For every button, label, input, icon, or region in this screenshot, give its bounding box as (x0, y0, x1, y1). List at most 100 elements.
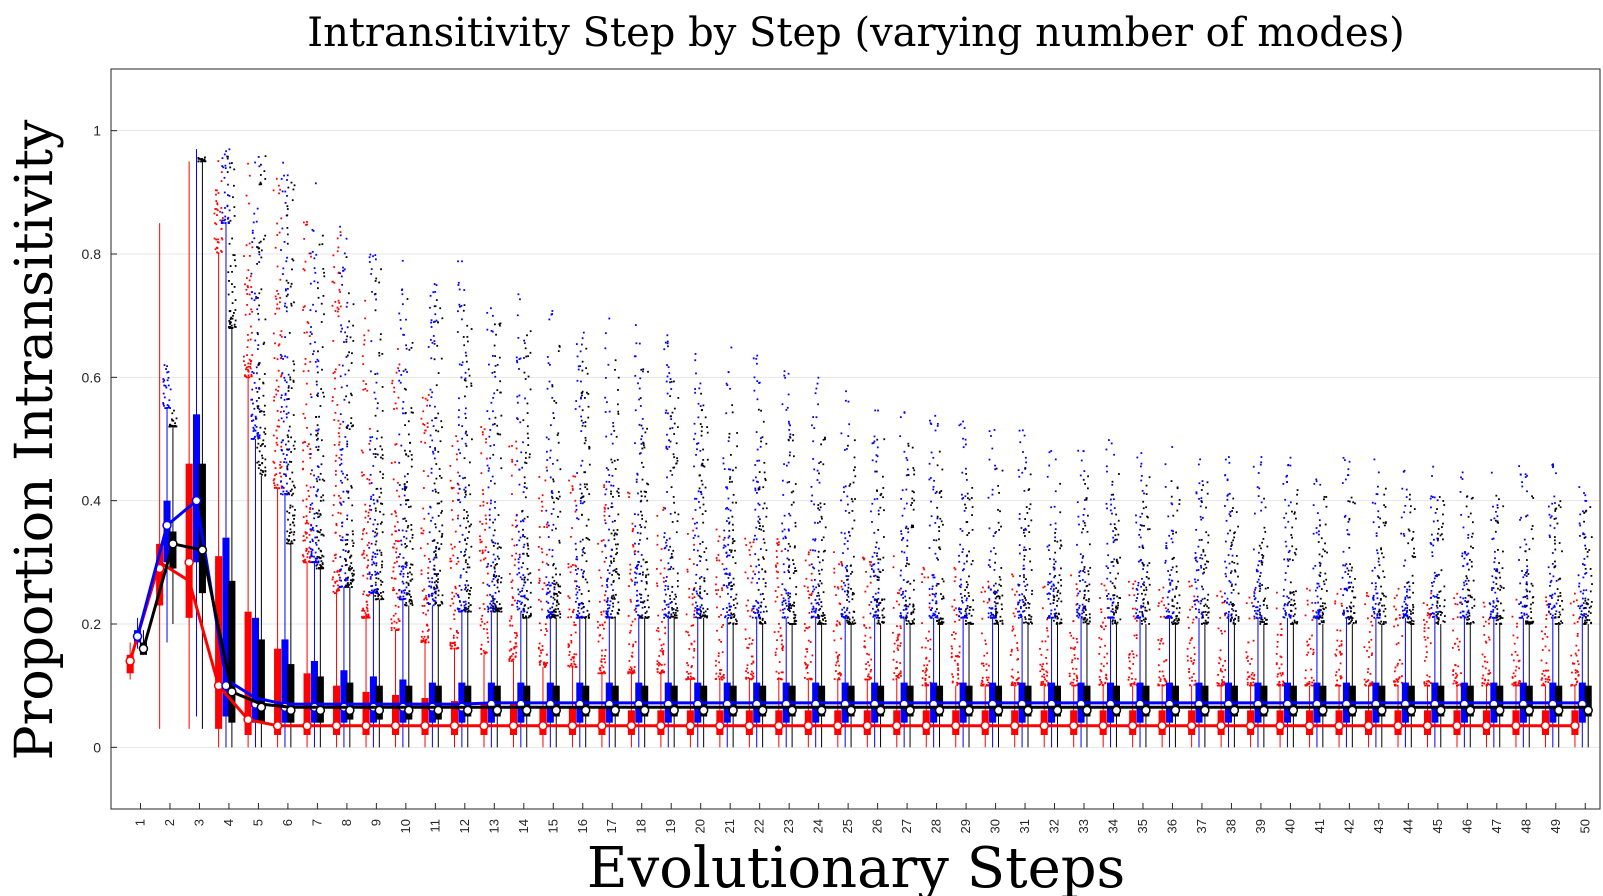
outlier-point (1047, 635, 1050, 638)
outlier-point (1378, 601, 1381, 604)
outlier-point (1218, 684, 1221, 687)
outlier-point (873, 435, 876, 438)
outlier-point (521, 578, 523, 581)
outlier-point (458, 288, 461, 291)
outlier-point (959, 593, 962, 595)
outlier-point (549, 607, 552, 610)
outlier-point (1077, 616, 1080, 619)
outlier-point (494, 542, 497, 545)
outlier-point (1072, 681, 1074, 684)
outlier-point (1195, 492, 1198, 495)
outlier-point (1167, 570, 1170, 572)
outlier-point (639, 452, 642, 455)
outlier-point (256, 348, 259, 350)
outlier-point (810, 594, 813, 596)
outlier-point (479, 535, 481, 538)
outlier-point (1231, 543, 1233, 546)
outlier-point (392, 587, 395, 589)
outlier-point (520, 451, 523, 454)
outlier-point (490, 480, 492, 482)
outlier-point (548, 590, 551, 593)
outlier-point (604, 649, 607, 651)
outlier-point (391, 379, 394, 382)
outlier-point (634, 542, 636, 545)
outlier-point (227, 217, 229, 220)
outlier-point (896, 647, 899, 650)
outlier-point (1402, 533, 1405, 535)
outlier-point (924, 684, 927, 686)
outlier-point (752, 605, 755, 608)
outlier-point (574, 631, 577, 634)
outlier-point (661, 620, 663, 623)
outlier-point (1403, 469, 1406, 472)
outlier-point (1017, 671, 1019, 674)
outlier-point (966, 597, 968, 600)
outlier-point (892, 606, 895, 609)
outlier-point (609, 555, 612, 558)
outlier-point (813, 503, 816, 506)
outlier-point (1167, 591, 1170, 593)
outlier-point (302, 412, 305, 415)
outlier-point (575, 508, 578, 511)
outlier-point (1376, 616, 1379, 619)
outlier-point (1231, 608, 1233, 610)
outlier-point (695, 453, 697, 456)
outlier-point (582, 572, 584, 575)
outlier-point (545, 584, 548, 587)
outlier-point (1163, 677, 1166, 680)
outlier-point (877, 568, 880, 571)
outlier-point (747, 671, 749, 674)
outlier-point (276, 410, 279, 412)
outlier-point (217, 252, 220, 255)
outlier-point (1171, 541, 1174, 544)
outlier-point (244, 313, 247, 316)
outlier-point (310, 524, 313, 527)
outlier-point (1076, 608, 1078, 611)
outlier-point (954, 576, 957, 578)
outlier-point (1253, 598, 1256, 601)
outlier-point (457, 499, 459, 501)
outlier-point (514, 642, 517, 644)
outlier-point (635, 600, 638, 602)
outlier-point (1308, 681, 1311, 683)
outlier-point (306, 426, 308, 429)
outlier-point (781, 639, 784, 642)
outlier-point (369, 436, 372, 439)
outlier-point (454, 587, 457, 590)
outlier-point (523, 486, 526, 488)
outlier-point (456, 557, 459, 559)
outlier-point (370, 592, 373, 595)
outlier-point (605, 610, 608, 613)
outlier-point (464, 486, 467, 489)
outlier-point (481, 431, 484, 434)
outlier-point (221, 157, 224, 160)
outlier-point (1043, 585, 1046, 588)
outlier-point (338, 573, 340, 576)
outlier-point (1074, 684, 1077, 687)
outlier-point (403, 494, 406, 497)
outlier-point (666, 340, 669, 343)
outlier-point (725, 585, 728, 587)
outlier-point (547, 587, 549, 590)
outlier-point (394, 511, 397, 514)
outlier-point (812, 607, 815, 610)
outlier-point (757, 611, 760, 613)
outlier-point (906, 556, 908, 559)
outlier-point (361, 615, 363, 618)
outlier-point (637, 604, 640, 607)
outlier-point (545, 509, 548, 512)
outlier-point (332, 340, 335, 342)
outlier-point (847, 583, 850, 586)
outlier-point (605, 480, 608, 483)
outlier-point (927, 639, 929, 642)
outlier-point (1100, 608, 1102, 611)
outlier-point (484, 557, 487, 560)
outlier-point (1401, 635, 1404, 637)
outlier-point (1164, 486, 1167, 488)
outlier-point (1249, 683, 1252, 685)
outlier-point (458, 475, 461, 477)
outlier-point (929, 638, 932, 641)
outlier-point (1193, 659, 1196, 662)
outlier-point (667, 366, 670, 369)
outlier-point (905, 614, 908, 617)
